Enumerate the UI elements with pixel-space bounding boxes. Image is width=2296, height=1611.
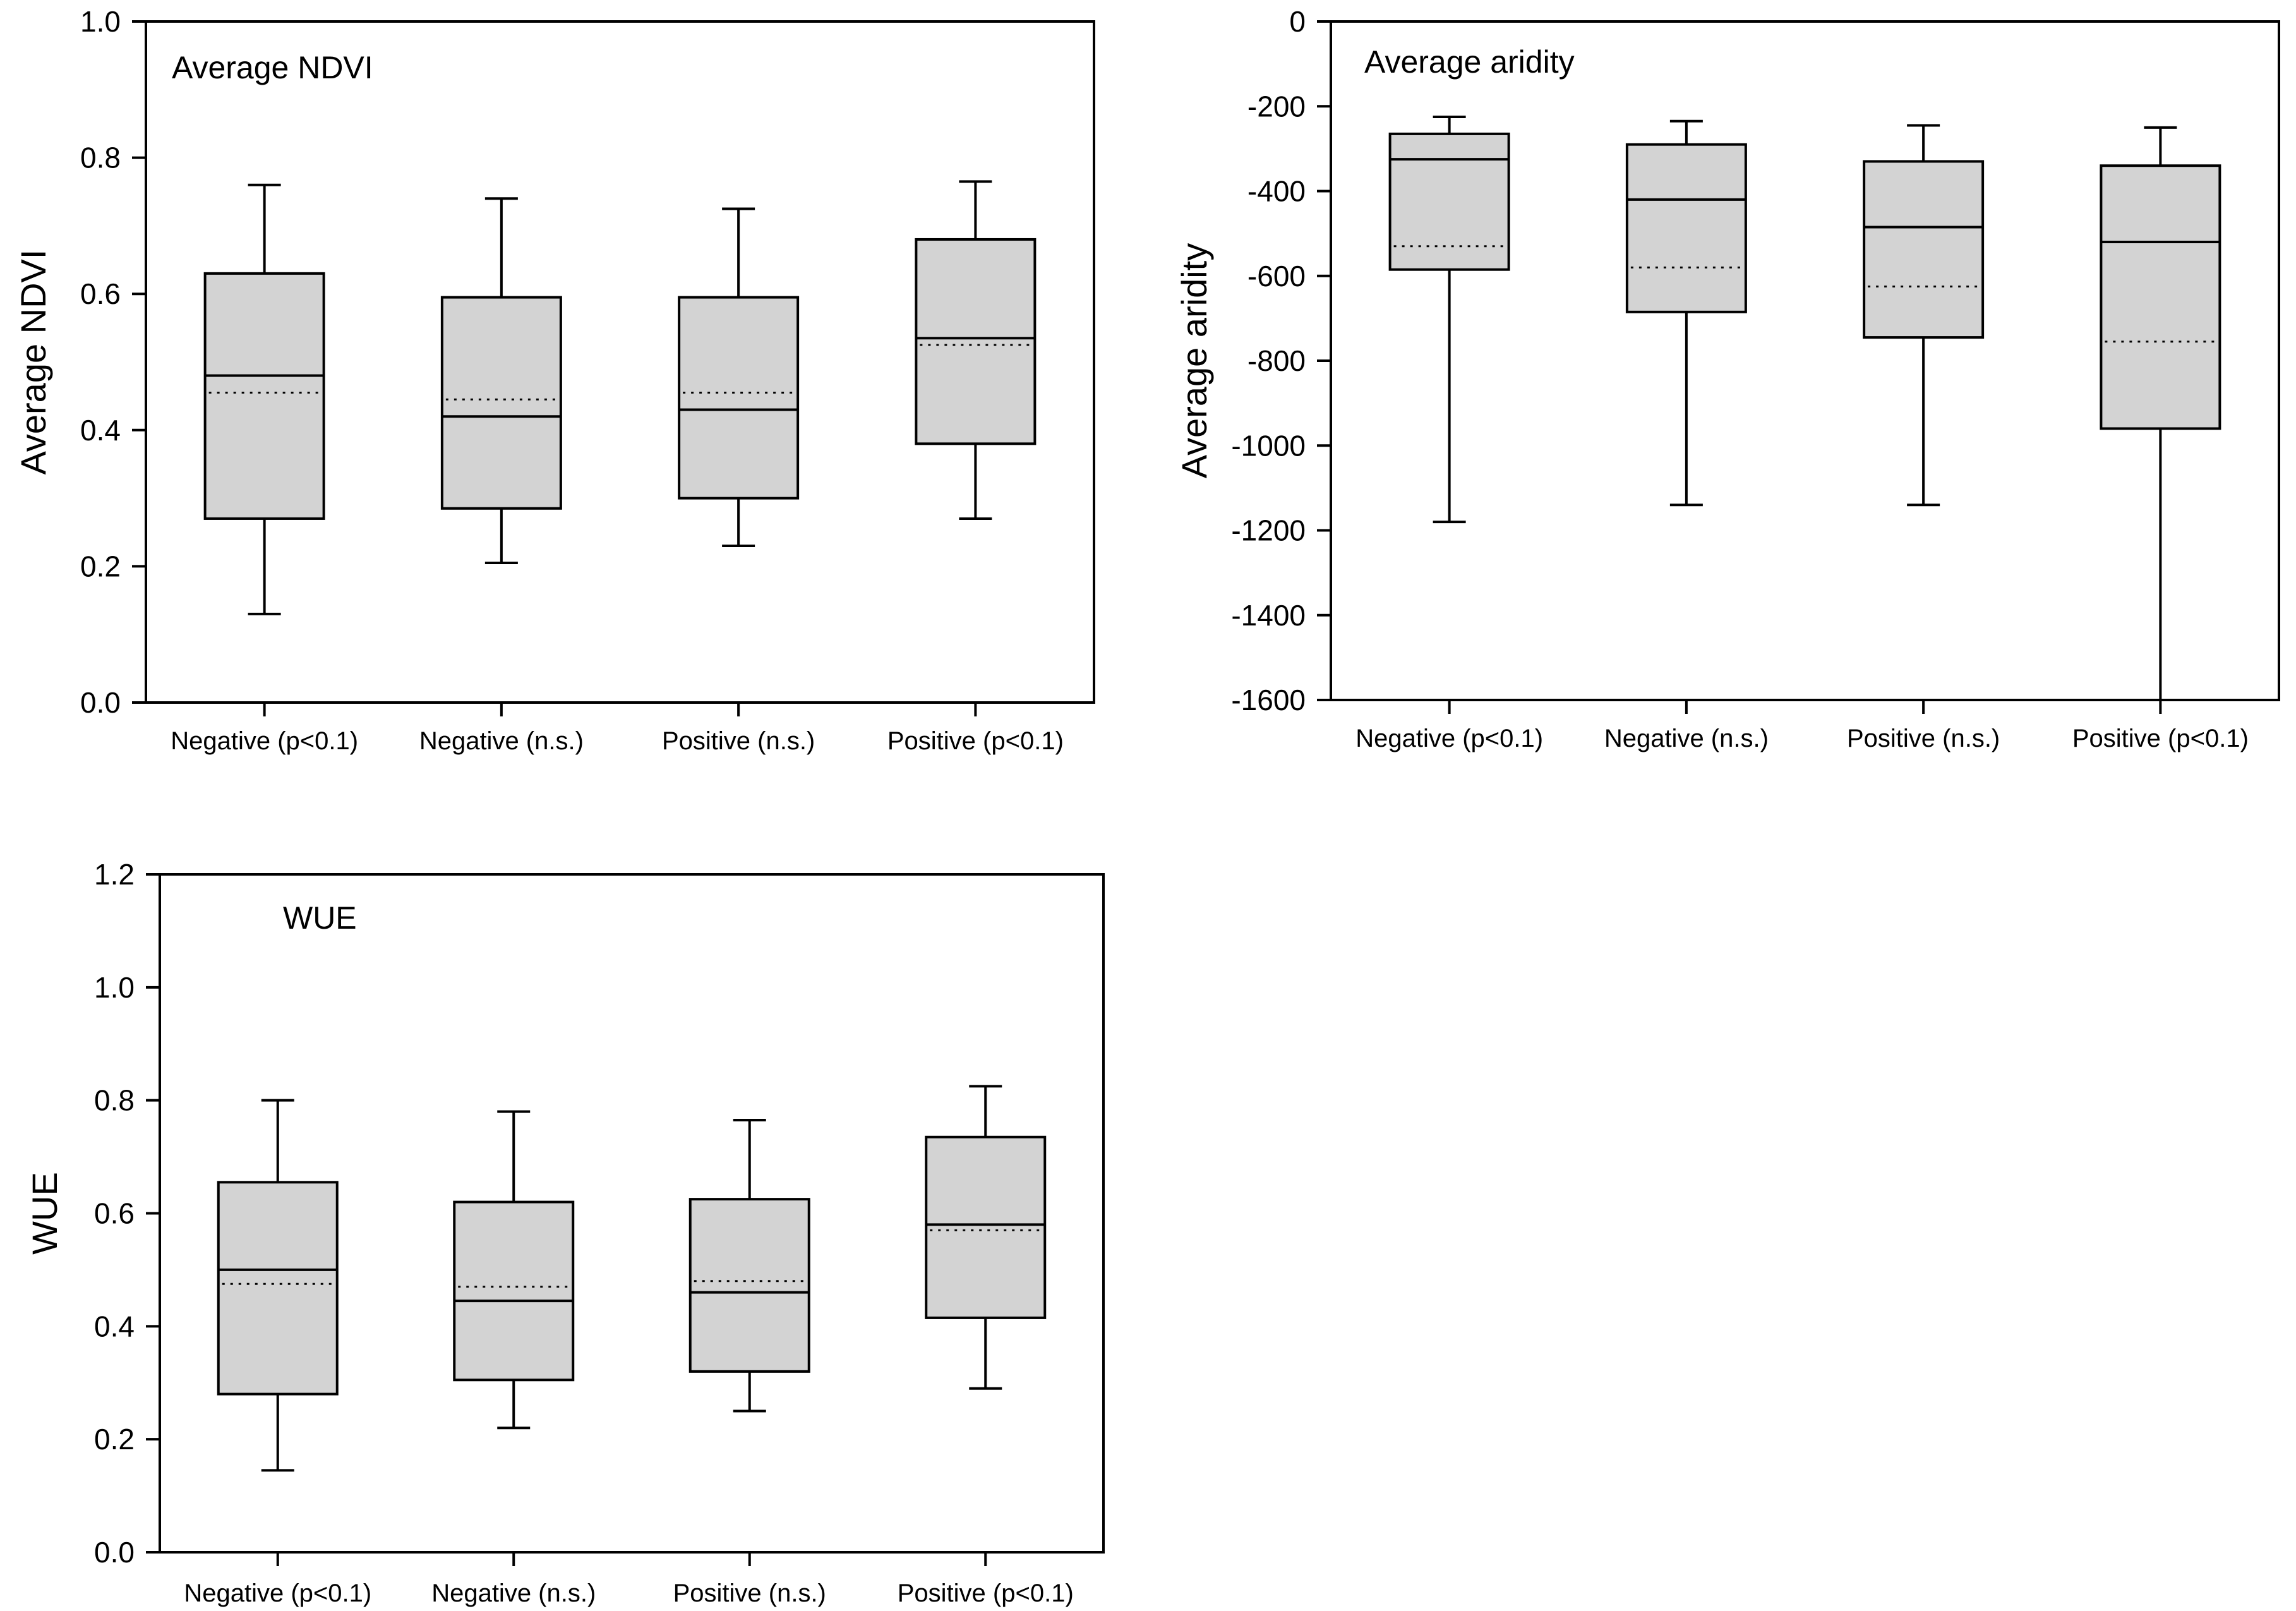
x-category-label: Positive (n.s.)	[673, 1579, 826, 1607]
panel-title: Average aridity	[1364, 44, 1575, 80]
box-2	[1625, 119, 1747, 507]
y-tick-label: 0.8	[94, 1084, 135, 1117]
box-3	[1863, 124, 1985, 507]
x-category-label: Positive (n.s.)	[1847, 725, 2000, 752]
interquartile-box	[688, 1198, 810, 1373]
box-4	[925, 1085, 1047, 1390]
y-tick-label: -200	[1247, 90, 1306, 123]
box-1	[203, 183, 325, 615]
y-tick-label: -400	[1247, 175, 1306, 208]
y-tick-label: 0.8	[80, 142, 121, 174]
box-4	[2100, 126, 2221, 700]
y-tick-label: 0.0	[80, 686, 121, 719]
y-tick-label: 0.0	[94, 1536, 135, 1569]
plot-frame	[145, 20, 1095, 704]
interquartile-box	[453, 1200, 575, 1382]
x-category-label: Negative (n.s.)	[1604, 725, 1769, 752]
aridity-panel: 0 -200 -400 -600 -800 -1000 -1200 -1400 -1600 Neg…	[1174, 5, 2280, 752]
y-axis-title: Average NDVI	[13, 250, 53, 475]
y-tick-label: 1.0	[80, 5, 121, 38]
y-tick-label: 0	[1289, 5, 1306, 38]
y-axis-title: WUE	[25, 1172, 64, 1255]
interquartile-box	[1388, 132, 1510, 271]
interquartile-box	[915, 238, 1037, 445]
wue-panel: 0.0 0.2 0.4 0.6 0.8 1.0 1.2 Negative (p<0.1) Neg…	[25, 858, 1105, 1607]
x-category-label: Negative (n.s.)	[419, 727, 584, 755]
panel-title: WUE	[283, 900, 357, 936]
x-category-label: Positive (p<0.1)	[887, 727, 1064, 755]
x-category-label: Negative (p<0.1)	[184, 1579, 371, 1607]
y-tick-label: 1.0	[94, 971, 135, 1004]
interquartile-box	[925, 1135, 1047, 1319]
x-category-label: Positive (n.s.)	[662, 727, 815, 755]
interquartile-box	[1863, 160, 1985, 339]
y-tick-label: -1600	[1231, 684, 1306, 716]
ndvi-panel: 0.0 0.2 0.4 0.6 0.8 1.0 Negative (p<0.1) Negati…	[13, 5, 1095, 755]
interquartile-box	[440, 296, 562, 510]
y-tick-label: -600	[1247, 260, 1306, 293]
x-category-label: Negative (n.s.)	[431, 1579, 596, 1607]
box-1	[217, 1099, 339, 1472]
y-tick-label: 0.2	[94, 1423, 135, 1456]
interquartile-box	[1625, 143, 1747, 313]
box-1	[1388, 116, 1510, 524]
y-tick-label: 0.2	[80, 550, 121, 582]
y-tick-label: 0.4	[80, 414, 121, 447]
y-tick-label: -1000	[1231, 429, 1306, 462]
y-tick-label: -1200	[1231, 514, 1306, 547]
interquartile-box	[203, 272, 325, 520]
y-tick-label: 0.6	[94, 1197, 135, 1230]
box-4	[915, 180, 1037, 520]
panel-title: Average NDVI	[172, 50, 373, 85]
y-tick-label: 1.2	[94, 858, 135, 891]
box-2	[440, 197, 562, 565]
x-category-label: Positive (p<0.1)	[898, 1579, 1074, 1607]
x-category-label: Positive (p<0.1)	[2072, 725, 2249, 752]
box-3	[678, 207, 800, 548]
y-tick-label: 0.6	[80, 277, 121, 310]
box-3	[688, 1118, 810, 1413]
interquartile-box	[678, 296, 800, 500]
interquartile-box	[217, 1181, 339, 1396]
x-category-label: Negative (p<0.1)	[171, 727, 358, 755]
box-2	[453, 1110, 575, 1430]
y-tick-label: -1400	[1231, 599, 1306, 632]
y-axis-title: Average aridity	[1174, 243, 1214, 479]
x-category-label: Negative (p<0.1)	[1355, 725, 1543, 752]
y-tick-label: 0.4	[94, 1310, 135, 1342]
y-tick-label: -800	[1247, 344, 1306, 377]
interquartile-box	[2100, 164, 2221, 430]
